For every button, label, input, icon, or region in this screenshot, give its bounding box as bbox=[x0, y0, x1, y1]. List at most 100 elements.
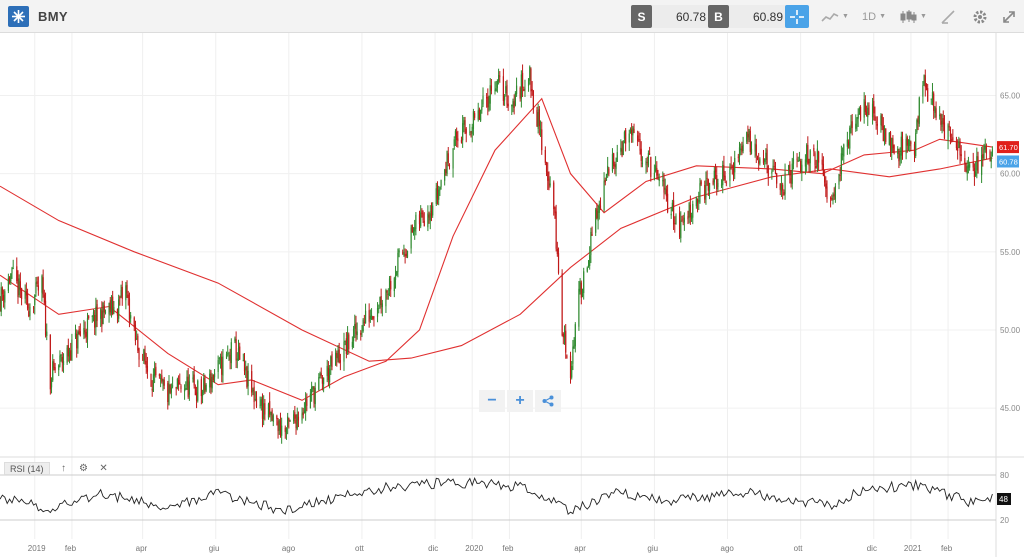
candle-body bbox=[712, 180, 714, 185]
fullscreen-button[interactable] bbox=[998, 5, 1020, 28]
candle-body bbox=[724, 175, 726, 181]
candle-body bbox=[121, 286, 123, 299]
candle-body bbox=[964, 158, 966, 165]
sell-quote[interactable]: S 60.78 bbox=[631, 5, 714, 28]
candle-body bbox=[544, 150, 546, 163]
crosshair-button[interactable] bbox=[785, 5, 809, 28]
candle-body bbox=[813, 148, 815, 152]
candle-body bbox=[339, 360, 341, 363]
candle-body bbox=[463, 120, 465, 125]
candle-body bbox=[162, 382, 164, 385]
candle-body bbox=[330, 356, 332, 367]
candle-body bbox=[201, 392, 204, 397]
candle-body bbox=[981, 155, 983, 175]
candle-body bbox=[554, 207, 556, 214]
candle-body bbox=[985, 146, 988, 154]
draw-tools-button[interactable] bbox=[936, 5, 960, 28]
candle-body bbox=[622, 140, 624, 156]
candle-body bbox=[782, 184, 784, 191]
rsi-panel: 80 20 bbox=[0, 471, 1009, 525]
candle-body bbox=[36, 281, 38, 284]
candle-body bbox=[807, 144, 809, 164]
candle-body bbox=[143, 349, 145, 361]
candle-body bbox=[303, 410, 306, 414]
candle-body bbox=[637, 135, 639, 142]
crosshair-icon bbox=[790, 9, 804, 24]
candle-body bbox=[621, 148, 623, 157]
arrow-up-icon[interactable]: ↑ bbox=[61, 462, 67, 474]
close-icon[interactable]: ✕ bbox=[99, 462, 108, 474]
candle-body bbox=[440, 180, 442, 187]
candle-body bbox=[345, 338, 347, 354]
chart-type-button[interactable]: ▼ bbox=[818, 5, 852, 28]
candle-body bbox=[314, 387, 316, 405]
candle-body bbox=[765, 152, 767, 160]
settings-button[interactable] bbox=[968, 5, 992, 28]
candle-body bbox=[900, 136, 902, 156]
candle-body bbox=[616, 152, 618, 162]
candle-body bbox=[519, 87, 521, 99]
candle-body bbox=[32, 307, 35, 309]
candle-body bbox=[696, 199, 699, 204]
price-chart[interactable]: 65.00 60.00 55.00 50.00 45.00 80 20 2019 feb ap… bbox=[0, 33, 1024, 557]
timeframe-dropdown[interactable]: 1D ▼ bbox=[858, 5, 890, 28]
candle-body bbox=[187, 376, 189, 397]
moving-average-fast bbox=[0, 97, 993, 401]
candle-body bbox=[337, 350, 339, 359]
candle-body bbox=[385, 289, 387, 307]
candle-body bbox=[230, 342, 232, 364]
candle-body bbox=[590, 231, 592, 256]
candle-body bbox=[536, 110, 538, 126]
zoom-in-button[interactable]: + bbox=[507, 390, 533, 412]
candle-body bbox=[646, 162, 648, 164]
candle-body bbox=[749, 130, 751, 152]
candle-body bbox=[120, 289, 122, 297]
candle-body bbox=[569, 355, 572, 379]
candle-body bbox=[880, 115, 882, 126]
candle-body bbox=[889, 132, 892, 150]
candle-body bbox=[690, 215, 693, 220]
candle-body bbox=[829, 197, 832, 199]
share-button[interactable] bbox=[535, 390, 561, 412]
candle-body bbox=[521, 72, 524, 88]
candle-body bbox=[789, 164, 791, 176]
candle-body bbox=[851, 121, 853, 128]
candle-body bbox=[25, 291, 27, 296]
candle-body bbox=[209, 373, 211, 388]
candle-body bbox=[581, 293, 584, 297]
candle-body bbox=[396, 271, 398, 276]
buy-quote[interactable]: B 60.89 bbox=[708, 5, 791, 28]
candle-body bbox=[0, 287, 2, 312]
gear-icon[interactable]: ⚙ bbox=[79, 462, 88, 474]
candle-body bbox=[185, 387, 187, 390]
candle-body bbox=[826, 186, 828, 199]
candle-body bbox=[700, 181, 702, 185]
candle-body bbox=[355, 322, 357, 334]
candle-body bbox=[197, 380, 199, 401]
candle-body bbox=[356, 331, 358, 336]
candle-body bbox=[158, 374, 161, 377]
candle-body bbox=[948, 126, 950, 128]
candle-body bbox=[863, 99, 865, 118]
candle-body bbox=[675, 215, 677, 225]
candle-body bbox=[37, 285, 39, 291]
rsi-indicator-label[interactable]: RSI (14) bbox=[4, 461, 50, 475]
price-axis: 65.00 60.00 55.00 50.00 45.00 bbox=[1000, 92, 1021, 414]
candle-body bbox=[351, 341, 353, 348]
candle-body bbox=[169, 384, 171, 393]
candle-body bbox=[698, 200, 700, 202]
candle-body bbox=[527, 78, 530, 86]
candle-body bbox=[905, 139, 907, 154]
candle-style-button[interactable]: ▼ bbox=[896, 5, 930, 28]
zoom-out-button[interactable]: − bbox=[479, 390, 505, 412]
rsi-value-tag bbox=[997, 493, 1011, 505]
candle-body bbox=[598, 204, 600, 213]
candle-body bbox=[222, 356, 224, 376]
candle-body bbox=[404, 254, 406, 257]
candle-body bbox=[680, 220, 682, 239]
candle-body bbox=[323, 377, 325, 385]
candle-body bbox=[959, 141, 961, 156]
candle-body bbox=[60, 354, 62, 357]
candle-body bbox=[705, 180, 707, 198]
candle-body bbox=[578, 288, 580, 327]
